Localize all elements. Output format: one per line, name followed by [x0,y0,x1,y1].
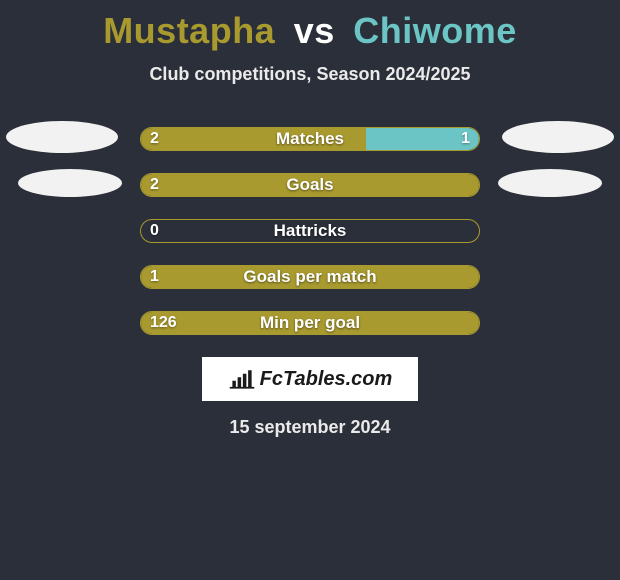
value-left: 126 [150,311,177,335]
player1-name: Mustapha [103,10,275,51]
bar-track [140,173,480,197]
value-right: 1 [461,127,470,151]
stat-row: 0Hattricks [0,219,620,243]
value-left: 2 [150,127,159,151]
date-text: 15 september 2024 [0,417,620,438]
player-avatar-placeholder [498,169,602,197]
subtitle: Club competitions, Season 2024/2025 [0,64,620,85]
value-left: 1 [150,265,159,289]
logo: FcTables.com [228,368,393,391]
stat-row: 2Goals [0,173,620,197]
bar-chart-icon [228,368,256,390]
bar-left [141,266,479,288]
player-avatar-placeholder [18,169,122,197]
bar-track [140,127,480,151]
bar-track [140,265,480,289]
stat-row: 1Goals per match [0,265,620,289]
stat-row: 126Min per goal [0,311,620,335]
player-avatar-placeholder [6,121,118,153]
bar-track [140,219,480,243]
logo-text: FcTables.com [260,368,393,391]
bar-left [141,312,479,334]
bar-left [141,174,479,196]
comparison-title: Mustapha vs Chiwome [0,0,620,52]
player2-name: Chiwome [353,10,517,51]
player-avatar-placeholder [502,121,614,153]
bar-track [140,311,480,335]
value-left: 2 [150,173,159,197]
vs-text: vs [294,10,335,51]
comparison-chart: 21Matches2Goals0Hattricks1Goals per matc… [0,127,620,335]
stat-row: 21Matches [0,127,620,151]
value-left: 0 [150,219,159,243]
bar-left [141,128,366,150]
logo-box[interactable]: FcTables.com [202,357,418,401]
